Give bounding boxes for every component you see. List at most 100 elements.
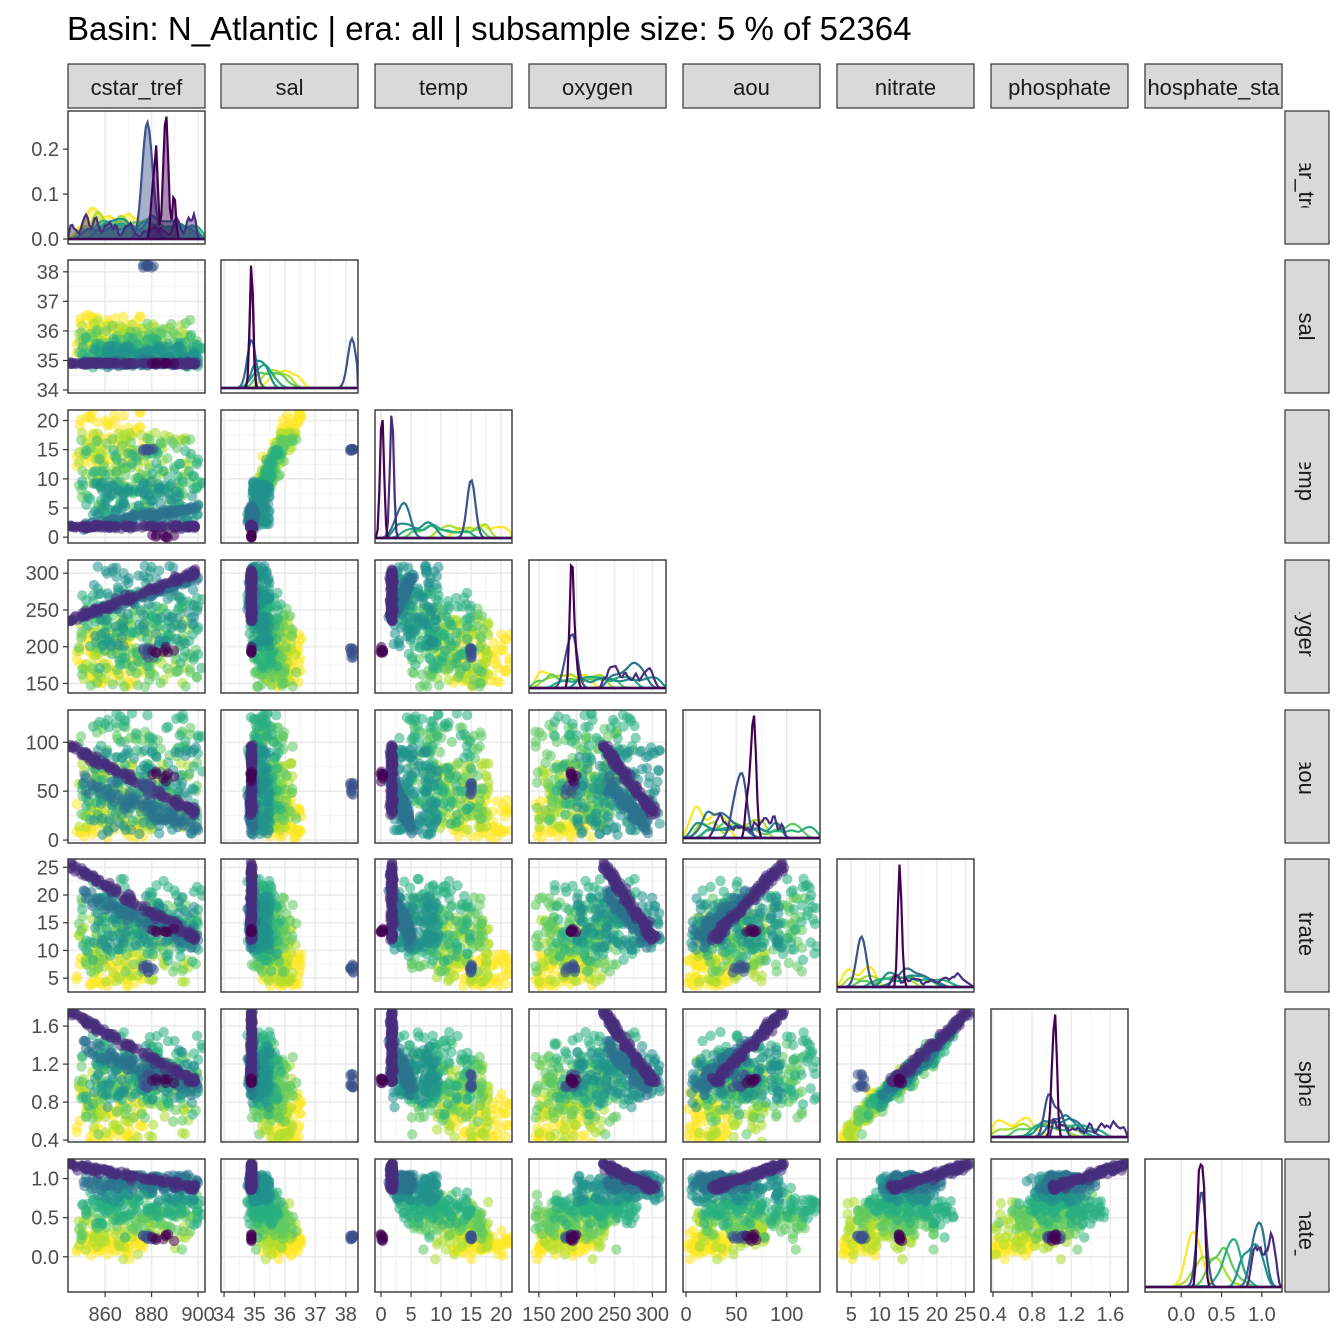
scatter-point <box>408 668 420 679</box>
scatter-point <box>74 821 85 832</box>
scatter-point <box>266 680 277 691</box>
scatter-point <box>466 645 477 656</box>
scatter-point <box>188 784 199 795</box>
scatter-point <box>95 478 107 489</box>
scatter-point <box>92 561 104 572</box>
scatter-point <box>100 673 111 684</box>
scatter-point <box>122 608 133 620</box>
scatter-point <box>258 748 269 759</box>
scatter-point <box>410 659 421 670</box>
column-strip-oxygen: oxygen <box>528 63 667 109</box>
scatter-point <box>76 669 88 680</box>
panel-aou-vs-cstar_tref <box>67 709 206 844</box>
scatter-point <box>119 358 131 369</box>
scatter-point <box>445 619 457 631</box>
scatter-point <box>150 628 162 639</box>
row-strip-label: oxygen <box>1294 591 1319 662</box>
scatter-point <box>460 661 472 672</box>
scatter-point <box>153 487 165 498</box>
scatter-point <box>166 346 177 357</box>
scatter-point <box>173 592 185 603</box>
scatter-point <box>145 495 157 507</box>
scatter-point <box>291 813 302 824</box>
scatter-point <box>126 710 138 719</box>
scatter-point <box>179 787 191 798</box>
scatter-point <box>127 816 139 827</box>
scatter-point <box>116 457 128 469</box>
scatter-point <box>101 438 112 449</box>
scatter-point <box>104 764 116 776</box>
scatter-point <box>150 584 161 595</box>
scatter-point <box>480 657 492 668</box>
scatter-point <box>386 610 397 621</box>
scatter-point <box>134 311 145 322</box>
scatter-point <box>132 745 143 756</box>
scatter-point <box>385 577 396 589</box>
scatter-point <box>129 796 140 807</box>
scatter-point <box>388 638 399 650</box>
scatter-point <box>107 679 119 690</box>
scatter-point <box>422 633 434 645</box>
scatter-point <box>118 820 129 831</box>
scatter-point <box>93 588 104 600</box>
row-strip-label: cstar_tref <box>1294 132 1319 225</box>
density-curve <box>529 562 666 690</box>
scatter-point <box>71 798 83 810</box>
density-curve <box>68 116 205 241</box>
scatter-point <box>278 668 290 679</box>
panel-cstar_tref-vs-cstar_tref <box>67 110 206 245</box>
scatter-point <box>116 441 128 452</box>
scatter-point <box>434 680 445 691</box>
scatter-point <box>160 770 172 781</box>
scatter-point <box>139 681 151 692</box>
scatter-point <box>258 611 269 623</box>
scatter-point <box>97 640 108 651</box>
scatter-point <box>104 357 116 369</box>
scatter-point <box>93 357 105 369</box>
scatter-point <box>86 778 97 789</box>
scatter-point <box>124 427 135 439</box>
scatter-point <box>71 653 82 665</box>
scatter-point <box>111 571 122 582</box>
scatter-point <box>180 569 191 580</box>
scatter-point <box>426 672 437 683</box>
scatter-point <box>109 451 121 462</box>
scatter-point <box>467 680 478 691</box>
scatter-point <box>430 622 441 633</box>
scatter-point <box>94 662 105 674</box>
panel-temp-vs-temp <box>374 409 513 544</box>
scatter-point <box>403 577 414 589</box>
column-strip-nitrate: nitrate <box>836 63 975 109</box>
scatter-point <box>79 831 90 842</box>
scatter-point <box>122 745 133 756</box>
scatter-point <box>193 732 204 744</box>
scatter-point <box>266 721 277 732</box>
scatter-point <box>131 729 142 740</box>
scatter-point <box>77 476 88 487</box>
scatter-point <box>115 736 127 748</box>
panel-oxygen-vs-oxygen <box>528 559 667 694</box>
density-curve <box>221 265 358 390</box>
scatter-point <box>175 758 187 769</box>
column-strip-label: phosphate <box>1008 75 1111 100</box>
scatter-point <box>171 713 182 724</box>
scatter-point <box>83 620 94 631</box>
scatter-point <box>420 566 432 577</box>
scatter-point <box>258 622 269 633</box>
scatter-point <box>191 459 203 470</box>
scatter-point <box>155 677 166 689</box>
scatter-point <box>167 612 178 624</box>
scatter-point <box>396 590 408 601</box>
scatter-point <box>286 435 298 446</box>
scatter-point <box>135 483 147 494</box>
plot-title: Basin: N_Atlantic | era: all | subsample… <box>67 10 911 47</box>
scatter-point <box>286 631 298 642</box>
scatter-point <box>180 522 191 533</box>
scatter-point <box>115 711 126 722</box>
scatter-point <box>142 661 153 672</box>
scatter-point <box>104 520 116 532</box>
scatter-point <box>118 311 129 322</box>
scatter-point <box>102 783 113 795</box>
scatter-point <box>395 622 407 633</box>
